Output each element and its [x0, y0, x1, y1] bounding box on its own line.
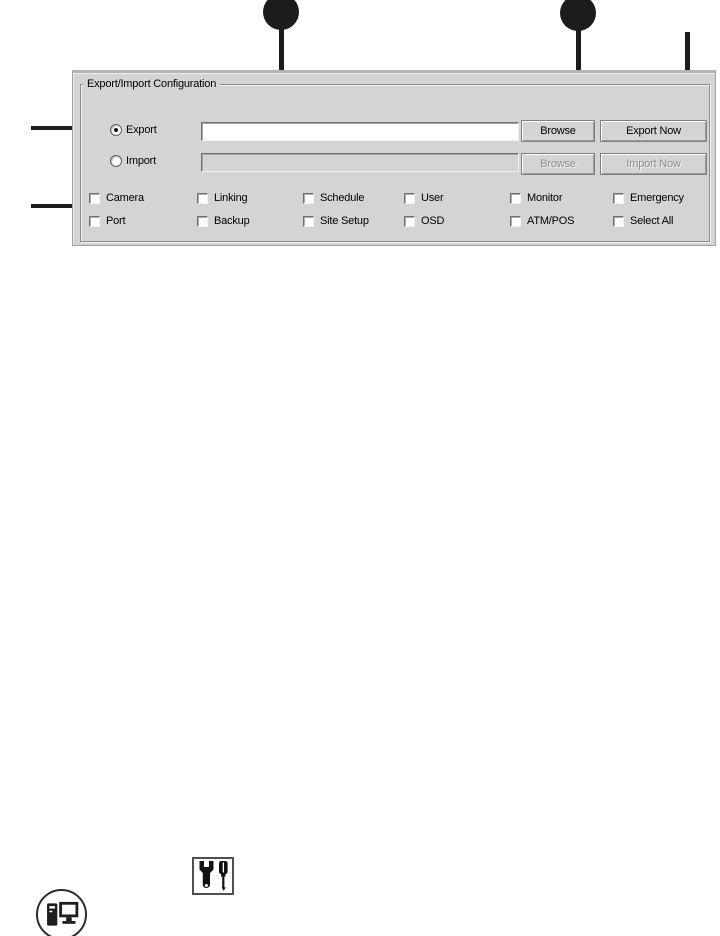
checkbox-emergency-label: Emergency: [630, 192, 684, 204]
checkbox-linking-label: Linking: [214, 192, 248, 204]
export-import-dialog: Export/Import Configuration Export Brows…: [72, 70, 716, 246]
export-path-field[interactable]: [201, 122, 519, 141]
checkbox-atm-pos[interactable]: [510, 216, 521, 227]
checkbox-backup[interactable]: [197, 216, 208, 227]
checkbox-monitor[interactable]: [510, 193, 521, 204]
export-radio-label: Export: [126, 124, 157, 136]
checkbox-user-label: User: [421, 192, 444, 204]
checkbox-port[interactable]: [89, 216, 100, 227]
checkbox-osd[interactable]: [404, 216, 415, 227]
checkbox-schedule-label: Schedule: [320, 192, 365, 204]
export-import-groupbox: [80, 84, 710, 242]
checkbox-linking[interactable]: [197, 193, 208, 204]
checkbox-select-all-label: Select All: [630, 215, 674, 227]
callout-line-export-radio: [31, 126, 89, 130]
checkbox-site-setup[interactable]: [303, 216, 314, 227]
export-browse-button[interactable]: Browse: [521, 120, 595, 142]
callout-line-checkbox-group: [31, 204, 79, 208]
export-radio[interactable]: [110, 124, 122, 136]
import-radio[interactable]: [110, 155, 122, 167]
checkbox-user[interactable]: [404, 193, 415, 204]
checkbox-select-all[interactable]: [613, 216, 624, 227]
import-browse-button: Browse: [521, 153, 595, 175]
checkbox-port-label: Port: [106, 215, 126, 227]
checkbox-schedule[interactable]: [303, 193, 314, 204]
wrench-screwdriver-icon: [199, 861, 228, 891]
settings-tools-icon: [192, 857, 234, 895]
checkbox-atm-pos-label: ATM/POS: [527, 215, 575, 227]
computer-monitor-icon: [36, 889, 87, 936]
export-now-button[interactable]: Export Now: [600, 120, 707, 142]
checkbox-emergency[interactable]: [613, 193, 624, 204]
checkbox-osd-label: OSD: [421, 215, 445, 227]
import-radio-label: Import: [126, 155, 156, 167]
import-path-field: [201, 153, 519, 172]
checkbox-camera-label: Camera: [106, 192, 144, 204]
checkbox-camera[interactable]: [89, 193, 100, 204]
checkbox-backup-label: Backup: [214, 215, 250, 227]
checkbox-site-setup-label: Site Setup: [320, 215, 369, 227]
groupbox-title: Export/Import Configuration: [83, 78, 221, 90]
import-now-button: Import Now: [600, 153, 707, 175]
computer-monitor-glyph: [47, 901, 79, 926]
checkbox-monitor-label: Monitor: [527, 192, 563, 204]
